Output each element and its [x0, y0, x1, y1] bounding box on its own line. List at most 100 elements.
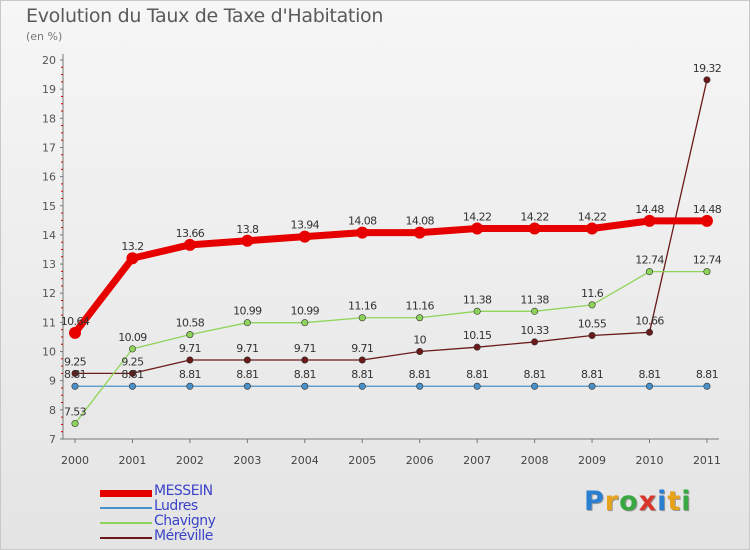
data-point — [301, 319, 309, 327]
series-line-2 — [74, 271, 707, 424]
data-point — [700, 214, 713, 227]
series-line-3 — [75, 79, 708, 375]
y-tick-label: 11 — [42, 316, 56, 329]
data-label: 13.8 — [236, 223, 259, 236]
y-tick-label: 17 — [42, 141, 56, 154]
x-tick-label: 2010 — [636, 454, 664, 467]
data-point — [588, 332, 596, 340]
data-label: 8.81 — [581, 368, 603, 381]
x-tick-label: 2009 — [578, 454, 606, 467]
data-point — [643, 214, 656, 227]
data-label: 11.16 — [348, 300, 377, 313]
data-point — [531, 382, 539, 390]
data-label: 8.81 — [294, 368, 316, 381]
data-point — [416, 314, 424, 322]
legend-label: Chavigny — [154, 513, 216, 529]
data-point — [356, 226, 369, 239]
y-tick-label: 7 — [49, 433, 56, 446]
data-point — [645, 382, 653, 390]
y-tick-label: 9 — [49, 375, 56, 388]
data-label: 8.81 — [121, 368, 143, 381]
data-point — [183, 238, 196, 251]
y-tick-label: 10 — [42, 346, 56, 359]
data-label: 7.53 — [64, 406, 87, 419]
data-label: 10.66 — [635, 314, 664, 327]
data-point — [471, 222, 484, 235]
data-point — [588, 301, 596, 309]
legend-swatch — [100, 489, 152, 497]
y-tick-label: 8 — [49, 404, 56, 417]
data-point — [243, 356, 251, 364]
y-tick-label: 15 — [42, 200, 56, 213]
x-tick-label: 2005 — [348, 454, 376, 467]
data-point — [473, 343, 481, 351]
x-tick-label: 2002 — [176, 454, 204, 467]
x-tick-label: 2004 — [291, 454, 319, 467]
data-label: 9.71 — [236, 342, 258, 355]
data-label: 8.81 — [638, 368, 660, 381]
x-tick-label: 2011 — [693, 454, 721, 467]
legend-item: Ludres — [100, 498, 280, 515]
data-label: 14.22 — [463, 211, 492, 224]
data-point — [528, 222, 541, 235]
data-point — [645, 268, 653, 276]
legend-label: Ludres — [154, 498, 198, 514]
data-label: 13.66 — [176, 227, 205, 240]
legend-swatch — [100, 537, 152, 539]
data-label: 9.71 — [351, 342, 373, 355]
data-label: 14.48 — [693, 203, 722, 216]
data-label: 11.38 — [463, 293, 492, 306]
y-tick-label: 12 — [42, 287, 56, 300]
data-label: 8.81 — [64, 368, 86, 381]
x-tick-label: 2003 — [233, 454, 261, 467]
data-label: 9.71 — [179, 342, 201, 355]
legend-label: MESSEIN — [154, 483, 213, 499]
data-label: 8.81 — [466, 368, 488, 381]
legend-item: Chavigny — [100, 513, 280, 530]
data-label: 8.81 — [409, 368, 431, 381]
data-point — [128, 382, 136, 390]
data-point — [588, 382, 596, 390]
data-point — [703, 382, 711, 390]
data-label: 10.55 — [578, 318, 607, 331]
data-label: 11.6 — [581, 287, 604, 300]
data-point — [703, 76, 711, 84]
data-label: 14.22 — [578, 211, 607, 224]
chart-unit-label: (en %) — [26, 30, 63, 43]
data-point — [413, 226, 426, 239]
legend-swatch — [100, 522, 152, 524]
data-point — [186, 356, 194, 364]
legend-item: MESSEIN — [100, 483, 280, 500]
legend-item: Méréville — [100, 528, 280, 545]
y-tick-label: 19 — [42, 83, 56, 96]
legend-label: Méréville — [154, 528, 213, 544]
x-tick-label: 2000 — [61, 454, 89, 467]
data-point — [703, 268, 711, 276]
data-label: 11.38 — [520, 293, 549, 306]
data-point — [358, 314, 366, 322]
data-point — [531, 307, 539, 315]
data-label: 10.58 — [176, 317, 205, 330]
data-point — [241, 234, 254, 247]
data-point — [645, 328, 653, 336]
data-label: 13.2 — [121, 240, 143, 253]
chart-title: Evolution du Taux de Taxe d'Habitation — [26, 5, 384, 27]
data-point — [473, 382, 481, 390]
y-tick-label: 13 — [42, 258, 56, 271]
data-point — [298, 230, 311, 243]
data-point — [301, 356, 309, 364]
data-label: 12.74 — [635, 254, 664, 267]
series-line-0 — [72, 217, 707, 336]
data-point — [243, 382, 251, 390]
data-point — [531, 338, 539, 346]
data-label: 14.08 — [348, 215, 377, 228]
data-point — [301, 382, 309, 390]
data-label: 10.33 — [520, 324, 549, 337]
y-tick-label: 20 — [42, 54, 56, 67]
data-label: 8.81 — [236, 368, 258, 381]
data-label: 9.25 — [121, 355, 144, 368]
data-label: 13.94 — [291, 219, 320, 232]
data-point — [71, 420, 79, 428]
data-point — [186, 382, 194, 390]
